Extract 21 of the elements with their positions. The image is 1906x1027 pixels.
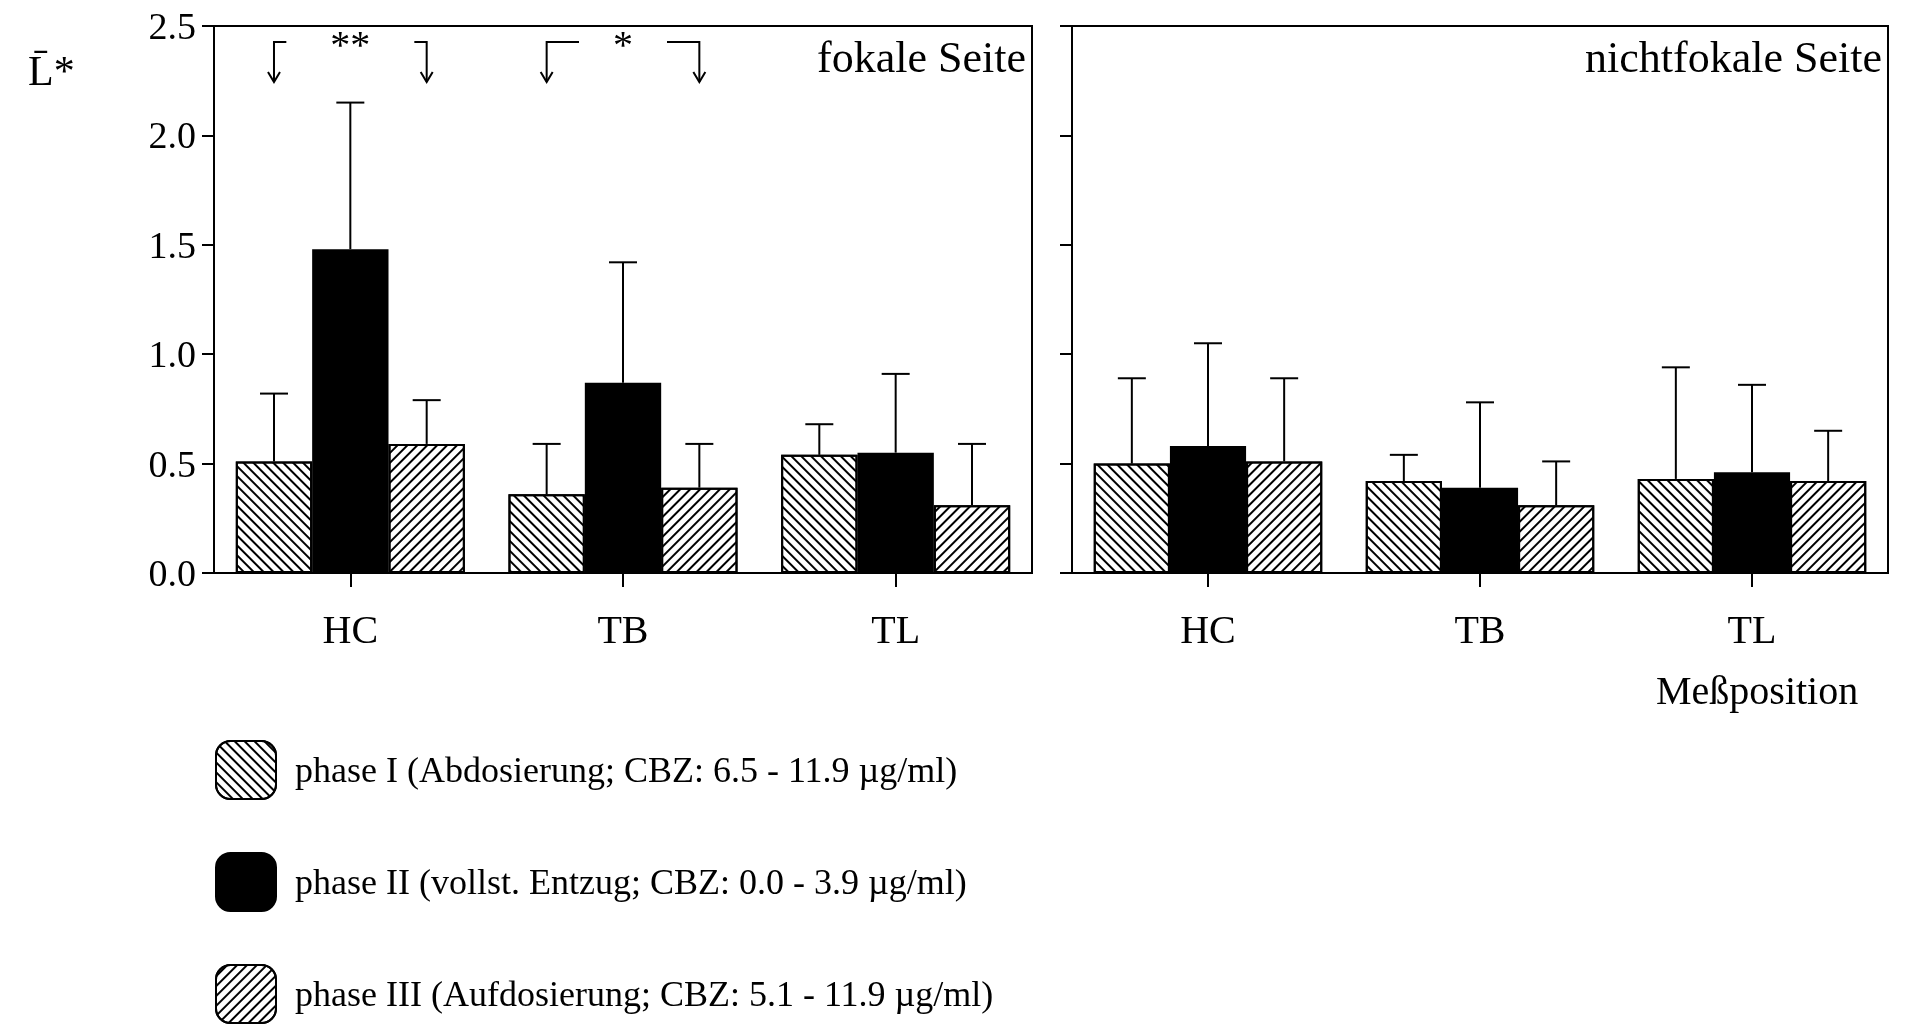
legend-label: phase III (Aufdosierung; CBZ: 5.1 - 11.9 µg/ml) <box>295 974 994 1014</box>
legend-label: phase I (Abdosierung; CBZ: 6.5 - 11.9 µg/ml) <box>295 750 958 790</box>
y-tick-label: 0.5 <box>148 442 196 485</box>
y-tick-label: 2.5 <box>148 5 196 47</box>
x-axis-title: Meßposition <box>1656 667 1859 713</box>
x-tick-label: TB <box>1454 606 1506 652</box>
x-tick-label: HC <box>1180 606 1236 652</box>
annotation: * <box>613 21 633 67</box>
y-tick-label: 0.0 <box>148 552 196 594</box>
y-tick-label: 1.5 <box>148 223 196 266</box>
y-tick-label: 1.0 <box>148 333 196 376</box>
legend-label: phase II (vollst. Entzug; CBZ: 0.0 - 3.9 µg/ml) <box>295 862 967 902</box>
chart-title: nichtfokale Seite <box>1585 32 1883 82</box>
y-tick-label: 2.0 <box>148 114 196 157</box>
x-tick-label: HC <box>322 606 379 652</box>
annotation: ** <box>330 21 371 67</box>
chart-title: fokale Seite <box>817 32 1027 82</box>
x-tick-label: TL <box>871 606 921 652</box>
y-axis-title: L̄* <box>28 48 75 94</box>
x-tick-label: TL <box>1727 606 1777 652</box>
x-tick-label: TB <box>597 606 649 652</box>
